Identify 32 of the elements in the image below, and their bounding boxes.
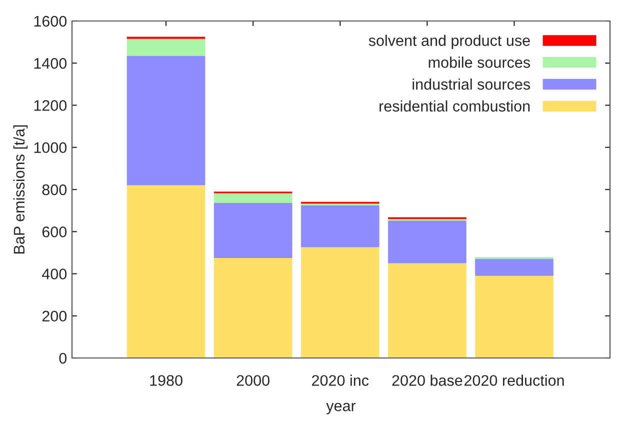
bar [214, 193, 292, 203]
legend-label: residential combustion [380, 100, 530, 112]
y-tick-label: 1600 [34, 16, 67, 27]
y-tick-label: 1400 [34, 58, 67, 69]
legend-label: solvent and product use [368, 34, 530, 49]
bar [126, 185, 206, 358]
bar [300, 206, 380, 248]
bar [475, 276, 554, 358]
x-axis-title: year [326, 402, 356, 414]
y-tick-label: 400 [42, 268, 67, 280]
y-tick-label: 1000 [34, 142, 67, 154]
bar [388, 263, 466, 358]
x-tick-label: 2020 inc [312, 374, 369, 386]
bar [126, 38, 206, 56]
legend-label: mobile sources [428, 56, 530, 68]
x-tick-label: 1980 [150, 375, 182, 386]
x-tick-label: 2020 reduction [464, 374, 564, 386]
bar [214, 202, 292, 258]
y-tick-label: 200 [42, 310, 67, 322]
y-axis-title: BaP emissions [t/a] [13, 125, 28, 254]
y-tick-label: 1200 [34, 100, 67, 111]
bar [475, 258, 554, 276]
legend-label: industrial sources [412, 78, 530, 90]
y-tick-label: 0 [59, 352, 67, 364]
y-tick-label: 800 [42, 184, 67, 196]
x-tick-label: 2000 [236, 375, 270, 386]
x-tick-label: 2020 base [392, 374, 462, 386]
bar [300, 247, 380, 358]
bar [126, 56, 206, 186]
y-tick-label: 600 [42, 226, 67, 238]
bar [388, 220, 466, 264]
bar [214, 258, 292, 358]
